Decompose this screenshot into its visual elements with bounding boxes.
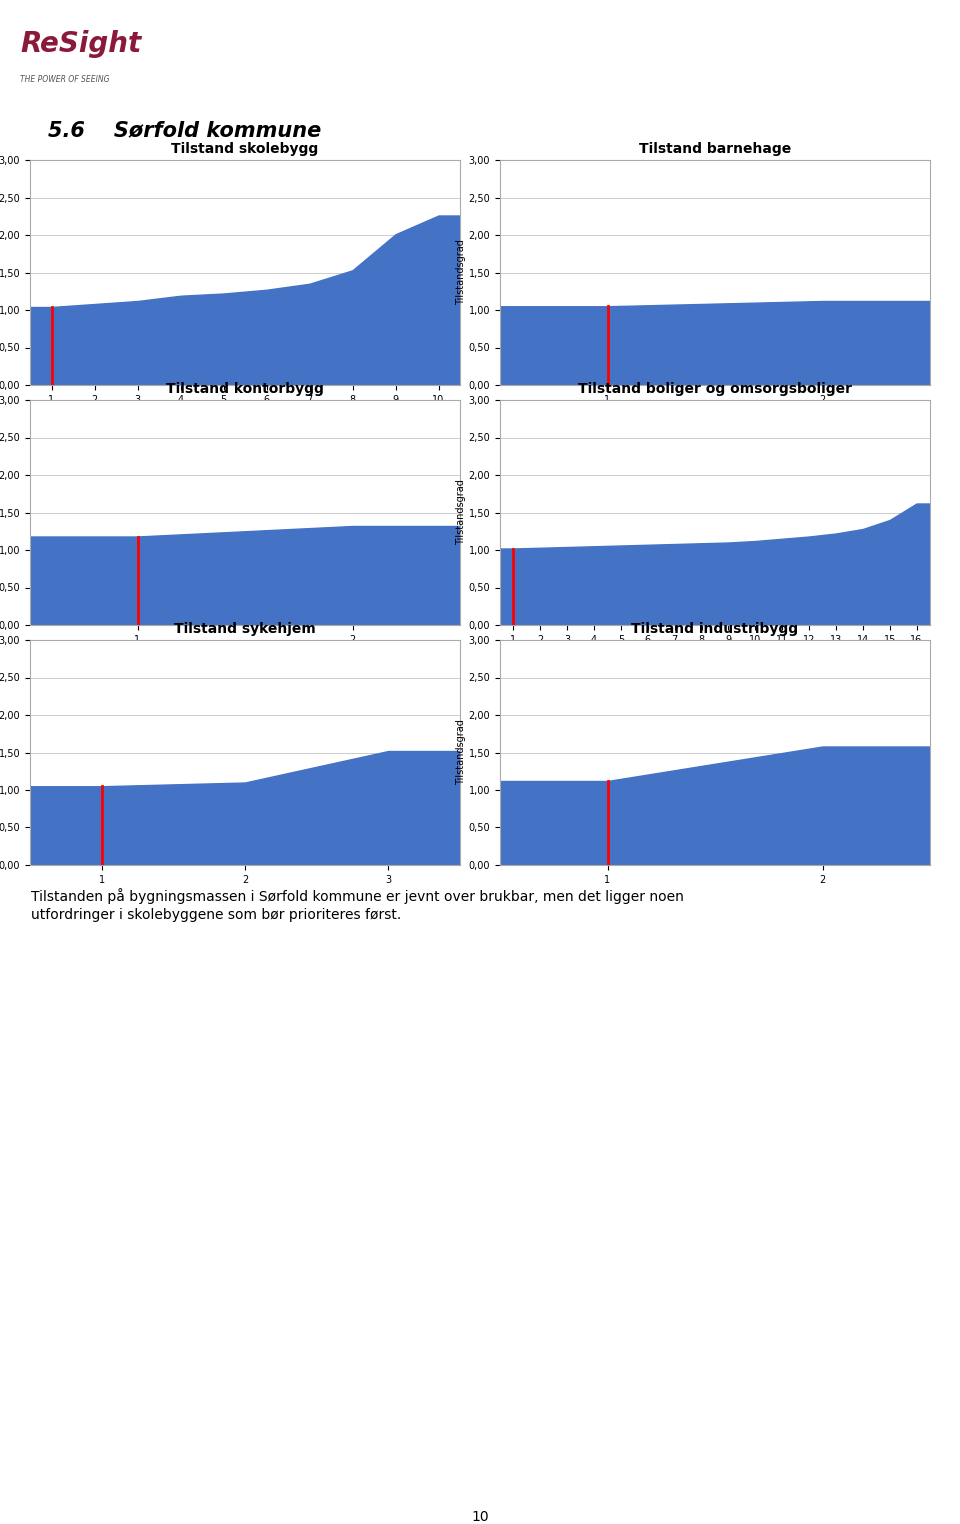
- Text: ReSight: ReSight: [20, 30, 141, 58]
- Title: Tilstand barnehage: Tilstand barnehage: [638, 142, 791, 155]
- Title: Tilstand industribygg: Tilstand industribygg: [632, 622, 799, 636]
- Text: Tilstanden på bygningsmassen i Sørfold kommune er jevnt over brukbar, men det li: Tilstanden på bygningsmassen i Sørfold k…: [31, 888, 684, 922]
- Text: 10: 10: [471, 1510, 489, 1524]
- Text: THE POWER OF SEEING: THE POWER OF SEEING: [20, 76, 109, 84]
- Y-axis label: Tilstandsgrad: Tilstandsgrad: [456, 239, 466, 305]
- Title: Tilstand kontorbygg: Tilstand kontorbygg: [166, 383, 324, 396]
- Y-axis label: Tilstandsgrad: Tilstandsgrad: [456, 719, 466, 785]
- Y-axis label: Tilstandsgrad: Tilstandsgrad: [456, 480, 466, 546]
- Title: Tilstand sykehjem: Tilstand sykehjem: [174, 622, 316, 636]
- Title: Tilstand boliger og omsorgsboliger: Tilstand boliger og omsorgsboliger: [578, 383, 852, 396]
- Title: Tilstand skolebygg: Tilstand skolebygg: [172, 142, 319, 155]
- Text: 5.6    Sørfold kommune: 5.6 Sørfold kommune: [48, 120, 322, 140]
